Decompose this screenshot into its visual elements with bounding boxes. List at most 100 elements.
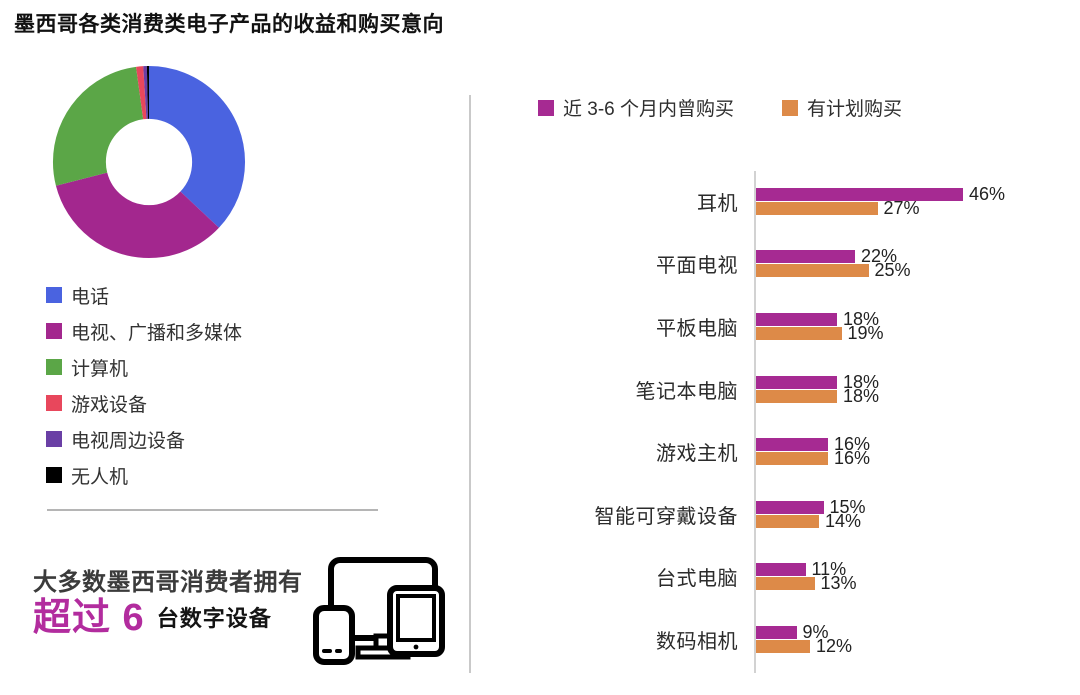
bar-value-label: 16% (834, 448, 871, 469)
bar-value-label: 14% (825, 510, 862, 531)
category-label: 智能可穿戴设备 (594, 505, 738, 528)
bar-pair: 18% 19% (756, 309, 884, 343)
donut-segment-2 (52, 65, 246, 259)
bar-segment (756, 201, 878, 215)
category-label: 平板电脑 (656, 317, 738, 340)
bar-segment (756, 312, 837, 326)
bar-segment (756, 639, 810, 653)
bar-line-planned: 18% (756, 386, 879, 406)
horizontal-divider (47, 509, 378, 511)
fact-block: 大多数墨西哥消费者拥有 超过 6 台数字设备 (33, 562, 303, 637)
donut-legend-item-4: 电视周边设备 (46, 421, 242, 457)
donut-legend-item-0: 电话 (46, 277, 242, 313)
donut-legend-label: 电视周边设备 (71, 430, 186, 452)
bar-line-purchased: 46% (756, 184, 1005, 204)
bar-value-label: 9% (802, 621, 829, 642)
bar-line-purchased: 18% (756, 309, 884, 329)
bar-segment (756, 326, 842, 340)
bar-pair: 11% 13% (756, 559, 857, 593)
donut-legend-label: 电视、广播和多媒体 (71, 322, 243, 344)
fact-rest: 台数字设备 (156, 606, 272, 631)
bar-line-planned: 14% (756, 511, 866, 531)
bar-segment (756, 264, 869, 278)
donut-legend-item-3: 游戏设备 (46, 385, 242, 421)
bar-value-label: 19% (847, 322, 884, 343)
fact-line1: 大多数墨西哥消费者拥有 (33, 569, 303, 596)
bar-row-2: 平板电脑 18% 19% (480, 295, 1070, 358)
category-label: 台式电脑 (656, 568, 738, 591)
bar-line-planned: 27% (756, 198, 1005, 218)
donut-segment-5 (52, 65, 246, 259)
page-title: 墨西哥各类消费类电子产品的收益和购买意向 (14, 13, 444, 36)
bar-pair: 18% 18% (756, 372, 879, 406)
donut-svg (52, 65, 246, 259)
bar-pair: 16% 16% (756, 434, 870, 468)
bar-pair: 22% 25% (756, 246, 911, 280)
bar-line-purchased: 11% (756, 559, 857, 579)
legend-swatch-icon (46, 287, 62, 303)
bar-pair: 9% 12% (756, 622, 852, 656)
bar-segment (756, 452, 828, 466)
bar-line-planned: 13% (756, 573, 857, 593)
bar-value-label: 22% (861, 246, 898, 267)
bar-line-planned: 16% (756, 448, 870, 468)
panel-divider (469, 95, 471, 673)
bar-value-label: 27% (883, 197, 920, 218)
bar-chart-axis (754, 171, 756, 673)
bar-pair: 46% 27% (756, 184, 1005, 218)
donut-chart (51, 64, 247, 260)
bar-value-label: 15% (829, 496, 866, 517)
bar-segment (756, 625, 797, 639)
bar-segment (756, 438, 828, 452)
donut-legend-label: 计算机 (71, 358, 129, 380)
category-label: 游戏主机 (656, 443, 738, 466)
bar-value-label: 12% (816, 635, 853, 656)
bar-line-purchased: 16% (756, 434, 870, 454)
bar-row-6: 台式电脑 11% 13% (480, 546, 1070, 609)
bar-value-label: 25% (874, 260, 911, 281)
category-label: 笔记本电脑 (635, 380, 738, 403)
legend-swatch-icon (46, 359, 62, 375)
bar-line-planned: 12% (756, 636, 852, 656)
bar-value-label: 11% (811, 559, 847, 580)
devices-icon-group (306, 550, 458, 690)
bar-segment (756, 389, 837, 403)
donut-legend-label: 游戏设备 (71, 394, 148, 416)
bar-line-purchased: 18% (756, 372, 879, 392)
category-label: 耳机 (697, 192, 738, 215)
bar-value-label: 46% (969, 183, 1006, 204)
bar-segment (756, 563, 806, 577)
category-label: 平面电视 (656, 255, 738, 278)
bar-row-0: 耳机 46% 27% (480, 170, 1070, 233)
legend-swatch-icon (46, 395, 62, 411)
donut-legend-item-5: 无人机 (46, 457, 242, 493)
bar-segment (756, 187, 963, 201)
bar-value-label: 16% (834, 434, 871, 455)
bar-row-1: 平面电视 22% 25% (480, 233, 1070, 296)
bar-segment (756, 514, 819, 528)
bar-row-3: 笔记本电脑 18% 18% (480, 358, 1070, 421)
category-label: 数码相机 (656, 630, 738, 653)
bar-row-7: 数码相机 9% 12% (480, 608, 1070, 671)
legend-swatch-icon (46, 431, 62, 447)
bar-value-label: 18% (843, 308, 880, 329)
bar-line-purchased: 9% (756, 622, 852, 642)
monitor-tablet-phone-icon (313, 557, 445, 665)
bar-legend-item-1: 有计划购买 (782, 94, 902, 121)
bar-line-planned: 25% (756, 260, 911, 280)
bar-line-purchased: 22% (756, 246, 911, 266)
legend-swatch-icon (46, 467, 62, 483)
bar-row-5: 智能可穿戴设备 15% 14% (480, 483, 1070, 546)
bar-segment (756, 500, 824, 514)
bar-legend-item-0: 近 3-6 个月内曾购买 (538, 94, 734, 121)
bar-chart: 耳机 46% 27% 平面电视 22% 25% 平板电脑 18% 19% 笔记本电脑 18% 18% 游… (480, 170, 1070, 671)
bar-value-label: 18% (843, 385, 880, 406)
bar-value-label: 18% (843, 371, 880, 392)
bar-legend-label: 有计划购买 (807, 99, 903, 120)
bar-row-4: 游戏主机 16% 16% (480, 420, 1070, 483)
phone-icon (313, 605, 355, 665)
legend-swatch-icon (46, 323, 62, 339)
bar-segment (756, 375, 837, 389)
bar-line-purchased: 15% (756, 497, 866, 517)
bar-value-label: 13% (820, 573, 857, 594)
